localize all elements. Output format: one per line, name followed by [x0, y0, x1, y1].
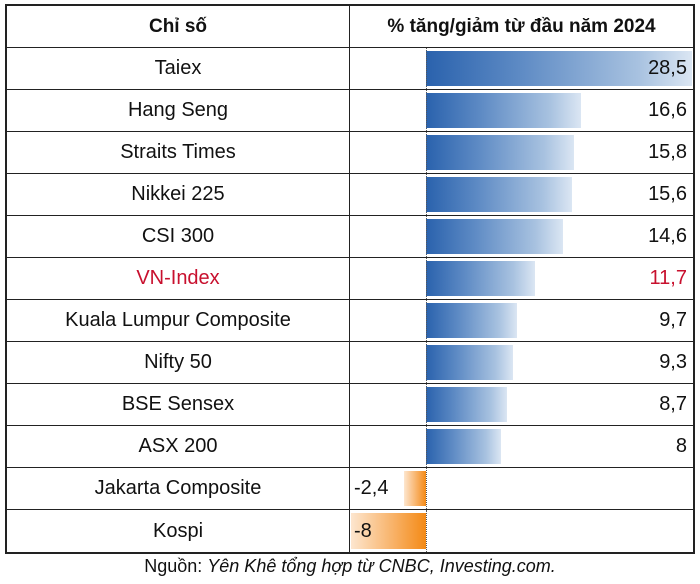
- zero-axis: [426, 48, 428, 89]
- index-name: BSE Sensex: [7, 384, 350, 425]
- header-row: Chỉ số % tăng/giảm từ đầu năm 2024: [7, 6, 693, 48]
- change-value: 15,6: [648, 183, 687, 205]
- change-cell: 9,7: [350, 300, 693, 341]
- index-table: Chỉ số % tăng/giảm từ đầu năm 2024 Taiex…: [5, 4, 695, 554]
- zero-axis: [426, 384, 428, 425]
- change-value: 9,7: [659, 309, 687, 331]
- zero-axis: [426, 468, 428, 509]
- bar: [426, 93, 582, 128]
- index-name: Kospi: [7, 510, 350, 552]
- zero-axis: [426, 216, 428, 257]
- change-cell: 8: [350, 426, 693, 467]
- index-name: Nikkei 225: [7, 174, 350, 215]
- zero-axis: [426, 510, 428, 552]
- index-name: Jakarta Composite: [7, 468, 350, 509]
- table-row: BSE Sensex 8,7: [7, 384, 693, 426]
- table-row: Kuala Lumpur Composite 9,7: [7, 300, 693, 342]
- index-name: Hang Seng: [7, 90, 350, 131]
- change-cell: -2,4: [350, 468, 693, 509]
- change-cell: 14,6: [350, 216, 693, 257]
- index-name: CSI 300: [7, 216, 350, 257]
- table-row: CSI 300 14,6: [7, 216, 693, 258]
- bar: [426, 51, 693, 86]
- zero-axis: [426, 300, 428, 341]
- header-index: Chỉ số: [7, 6, 350, 47]
- change-cell: -8: [350, 510, 693, 552]
- bar: [351, 513, 426, 549]
- change-cell: 9,3: [350, 342, 693, 383]
- zero-axis: [426, 342, 428, 383]
- change-cell: 11,7: [350, 258, 693, 299]
- change-value: 28,5: [648, 57, 687, 79]
- index-name: Taiex: [7, 48, 350, 89]
- bar: [426, 135, 574, 170]
- index-name: VN-Index: [7, 258, 350, 299]
- change-cell: 8,7: [350, 384, 693, 425]
- table-row: Kospi -8: [7, 510, 693, 552]
- bar: [426, 345, 513, 380]
- bar: [426, 177, 572, 212]
- header-change: % tăng/giảm từ đầu năm 2024: [387, 15, 656, 37]
- bar: [403, 471, 426, 506]
- bar: [426, 303, 517, 338]
- bar: [426, 429, 501, 464]
- change-value: 8,7: [659, 393, 687, 415]
- index-name: Straits Times: [7, 132, 350, 173]
- zero-axis: [426, 174, 428, 215]
- change-cell: 28,5: [350, 48, 693, 89]
- zero-axis: [426, 90, 428, 131]
- table-row: Nikkei 225 15,6: [7, 174, 693, 216]
- change-cell: 15,6: [350, 174, 693, 215]
- zero-axis: [426, 426, 428, 467]
- index-name: Nifty 50: [7, 342, 350, 383]
- change-value: 14,6: [648, 225, 687, 247]
- table-row: Hang Seng 16,6: [7, 90, 693, 132]
- zero-axis: [426, 258, 428, 299]
- change-value: 11,7: [649, 267, 687, 289]
- change-value: 8: [675, 435, 687, 457]
- zero-axis: [426, 132, 428, 173]
- change-value: 16,6: [648, 99, 687, 121]
- table-row: Nifty 50 9,3: [7, 342, 693, 384]
- bar: [426, 219, 563, 254]
- table-row: VN-Index 11,7: [7, 258, 693, 300]
- bar: [426, 387, 508, 422]
- table-row: Jakarta Composite -2,4: [7, 468, 693, 510]
- change-value: -2,4: [354, 477, 389, 499]
- change-value: 9,3: [659, 351, 687, 373]
- index-name: Kuala Lumpur Composite: [7, 300, 350, 341]
- table-row: Straits Times 15,8: [7, 132, 693, 174]
- change-value: 15,8: [648, 141, 687, 163]
- bar: [426, 261, 536, 296]
- change-cell: 16,6: [350, 90, 693, 131]
- table-row: Taiex 28,5: [7, 48, 693, 90]
- table-row: ASX 200 8: [7, 426, 693, 468]
- source-note: Nguồn: Yên Khê tổng hợp từ CNBC, Investi…: [144, 556, 556, 576]
- change-cell: 15,8: [350, 132, 693, 173]
- change-value: -8: [354, 519, 372, 542]
- index-name: ASX 200: [7, 426, 350, 467]
